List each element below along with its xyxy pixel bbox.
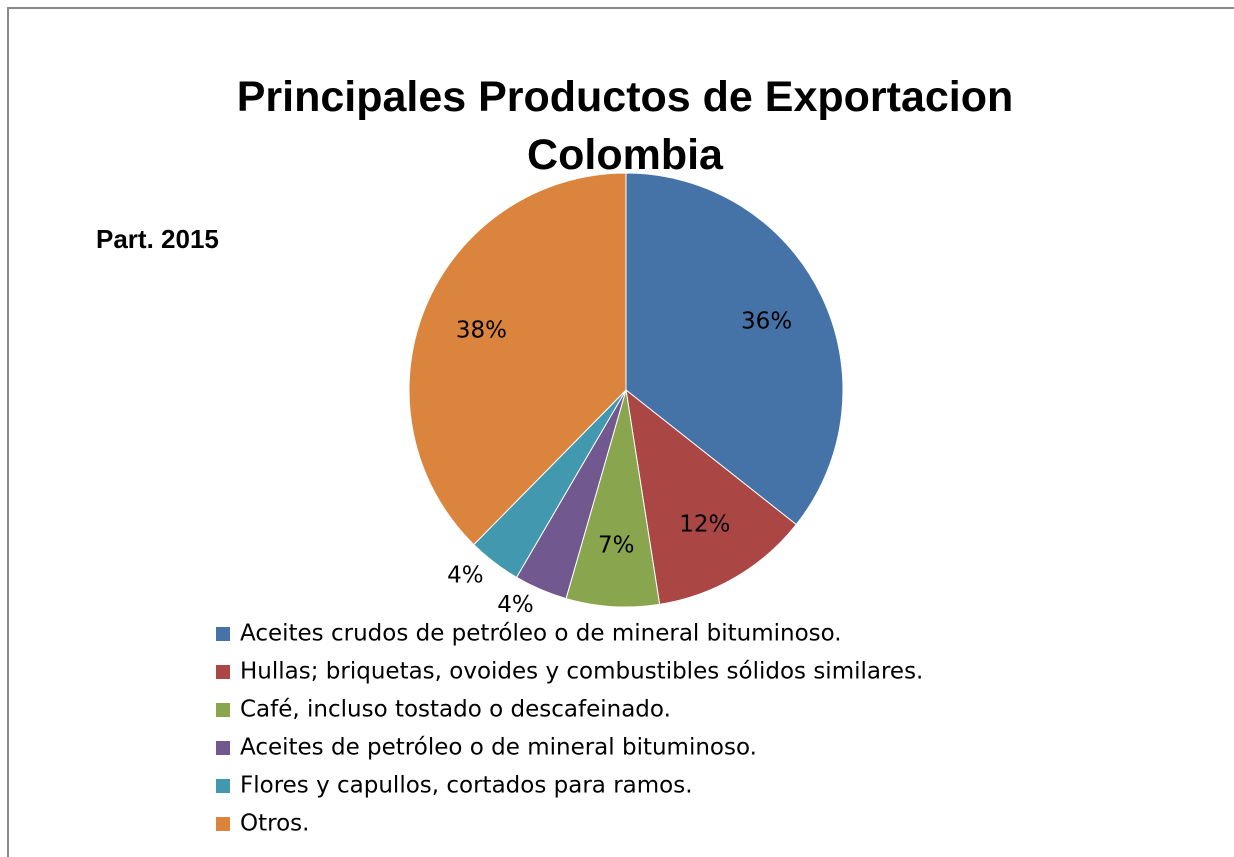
data-label: 4% — [497, 592, 534, 618]
legend-label: Aceites crudos de petróleo o de mineral … — [240, 621, 842, 647]
pie-slice — [408, 172, 627, 546]
legend-swatch — [216, 703, 230, 717]
legend-label: Hullas; briquetas, ovoides y combustible… — [240, 659, 923, 685]
legend-swatch — [216, 779, 230, 793]
legend-label: Flores y capullos, cortados para ramos. — [240, 773, 693, 799]
pie-slice — [625, 388, 797, 605]
data-label: 7% — [598, 532, 635, 558]
legend-swatch — [216, 627, 230, 641]
legend-swatch — [216, 817, 230, 831]
legend-label: Café, incluso tostado o descafeinado. — [240, 697, 671, 723]
chart-border — [7, 7, 1234, 857]
pie-slice — [625, 172, 844, 526]
data-label: 36% — [741, 308, 792, 334]
legend-swatch — [216, 665, 230, 679]
data-label: 12% — [679, 511, 730, 537]
chart-title: Principales Productos de Exportacion Col… — [236, 73, 1014, 179]
data-label: 38% — [456, 317, 507, 343]
data-label: 4% — [447, 563, 484, 589]
chart-subtitle: Part. 2015 — [96, 224, 219, 254]
legend-label: Aceites de petróleo o de mineral bitumin… — [240, 735, 757, 761]
legend-label: Otros. — [240, 811, 309, 837]
legend-swatch — [216, 741, 230, 755]
